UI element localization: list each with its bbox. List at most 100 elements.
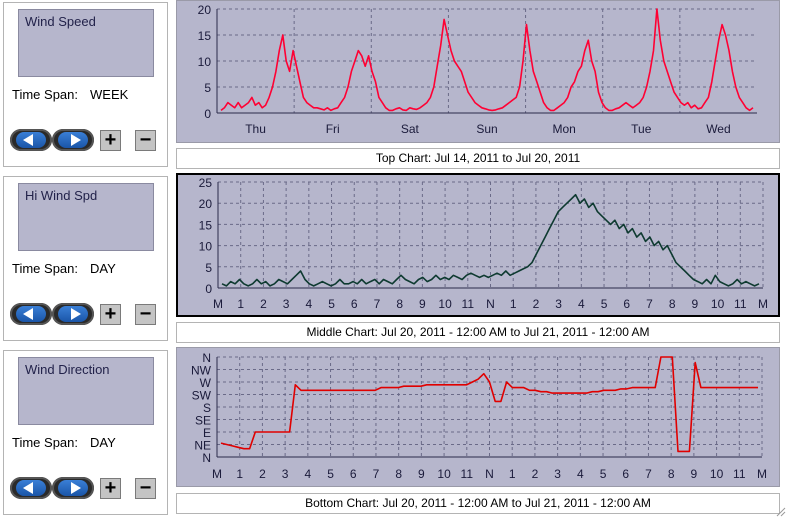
x-tick-label: 9	[419, 297, 426, 311]
series-line	[220, 356, 758, 453]
bottom-series-name[interactable]: Wind Direction	[18, 357, 154, 425]
x-tick-label: 7	[645, 467, 652, 481]
bottom-zoom-out-button[interactable]: −	[135, 478, 156, 499]
y-tick-label: N	[202, 351, 211, 365]
top-zoom-out-button[interactable]: −	[135, 130, 156, 151]
top-forward-button[interactable]	[52, 129, 94, 151]
series-line	[221, 193, 760, 287]
bottom-time-span: Time Span: DAY	[12, 435, 116, 450]
x-tick-label: N	[485, 467, 494, 481]
x-tick-label: 5	[327, 467, 334, 481]
y-tick-label: 20	[199, 197, 213, 211]
bottom-zoom-in-button[interactable]: +	[100, 478, 121, 499]
top-time-span: Time Span: WEEK	[12, 87, 128, 102]
x-tick-label: Sun	[476, 122, 497, 136]
y-tick-label: 5	[205, 261, 212, 275]
middle-back-button[interactable]	[10, 303, 52, 325]
x-tick-label: Tue	[631, 122, 652, 136]
y-tick-label: 25	[199, 176, 213, 190]
x-tick-label: 2	[533, 297, 540, 311]
x-tick-label: 9	[418, 467, 425, 481]
x-tick-label: 2	[260, 297, 267, 311]
middle-chart-caption: Middle Chart: Jul 20, 2011 - 12:00 AM to…	[176, 322, 780, 343]
x-tick-label: 1	[510, 297, 517, 311]
x-tick-label: 5	[600, 467, 607, 481]
series-line	[220, 8, 754, 112]
x-tick-label: 10	[710, 467, 724, 481]
x-tick-label: 6	[350, 467, 357, 481]
x-tick-label: 3	[283, 297, 290, 311]
x-tick-label: 2	[259, 467, 266, 481]
middle-zoom-in-button[interactable]: +	[100, 304, 121, 325]
y-tick-label: 0	[205, 282, 212, 296]
top-chart[interactable]: 0 5 10 15 20 Thu Fri Sat Sun Mon Tue Wed	[176, 0, 780, 143]
x-tick-label: 8	[396, 297, 403, 311]
x-tick-label: Mon	[552, 122, 575, 136]
x-tick-label: 1	[237, 297, 244, 311]
forward-arrow-icon	[71, 482, 81, 494]
x-tick-label: Sat	[401, 122, 420, 136]
time-span-label: Time Span:	[12, 261, 78, 276]
y-tick-label: 10	[199, 240, 213, 254]
x-tick-label: 11	[462, 297, 475, 311]
y-tick-label: SE	[195, 414, 211, 428]
bottom-forward-button[interactable]	[52, 477, 94, 499]
top-control-panel: Wind Speed Time Span: WEEK + −	[3, 2, 168, 167]
x-tick-label: 6	[622, 467, 629, 481]
y-tick-label: 20	[198, 3, 212, 17]
middle-zoom-out-button[interactable]: −	[135, 304, 156, 325]
x-tick-label: 3	[282, 467, 289, 481]
x-tick-label: M	[212, 467, 222, 481]
y-tick-label: 15	[198, 29, 212, 43]
time-span-value: DAY	[90, 435, 116, 450]
y-tick-label: N	[202, 451, 211, 465]
middle-forward-button[interactable]	[52, 303, 94, 325]
x-tick-label: 8	[668, 467, 675, 481]
middle-control-panel: Hi Wind Spd Time Span: DAY + −	[3, 176, 168, 341]
forward-arrow-icon	[71, 308, 81, 320]
x-tick-label: M	[758, 297, 768, 311]
bottom-chart[interactable]: N NE E SE S SW W NW N M 1 2 3 4 5 6 7 8 9 10 11 N 1 2 3 4 5 6 7 8 9 10 1…	[176, 347, 780, 487]
middle-chart[interactable]: 0 5 10 15 20 25 M 1 2 3 4 5 6 7 8 9 10 11 N 1 2 3 4 5 6 7 8 9 10 11 M	[176, 173, 780, 317]
x-tick-label: 10	[438, 297, 452, 311]
x-tick-label: Fri	[326, 122, 340, 136]
y-tick-label: 10	[198, 55, 212, 69]
back-arrow-icon	[23, 482, 33, 494]
x-tick-label: M	[757, 467, 767, 481]
top-back-button[interactable]	[10, 129, 52, 151]
time-span-label: Time Span:	[12, 87, 78, 102]
top-series-name[interactable]: Wind Speed	[18, 9, 154, 77]
x-tick-label: N	[486, 297, 495, 311]
top-chart-plot: 0 5 10 15 20 Thu Fri Sat Sun Mon Tue Wed	[198, 3, 757, 136]
x-tick-label: 1	[236, 467, 243, 481]
x-tick-label: 8	[395, 467, 402, 481]
y-tick-label: 5	[204, 81, 211, 95]
back-arrow-icon	[23, 308, 33, 320]
x-tick-label: 11	[734, 297, 747, 311]
x-tick-label: 11	[461, 467, 474, 481]
middle-series-name[interactable]: Hi Wind Spd	[18, 183, 154, 251]
x-tick-label: Wed	[706, 122, 730, 136]
y-tick-label: NW	[191, 364, 212, 378]
x-tick-label: 9	[691, 467, 698, 481]
resize-grip-icon[interactable]	[776, 507, 786, 517]
y-tick-label: 0	[204, 107, 211, 121]
forward-arrow-icon	[71, 134, 81, 146]
y-tick-label: NE	[194, 439, 211, 453]
x-tick-label: 4	[578, 297, 585, 311]
x-tick-label: 3	[555, 297, 562, 311]
x-tick-label: 4	[304, 467, 311, 481]
y-tick-label: S	[203, 401, 211, 415]
y-tick-label: 15	[199, 218, 213, 232]
x-tick-label: 10	[437, 467, 451, 481]
x-tick-label: 7	[374, 297, 381, 311]
x-tick-label: 7	[646, 297, 653, 311]
bottom-back-button[interactable]	[10, 477, 52, 499]
top-zoom-in-button[interactable]: +	[100, 130, 121, 151]
x-tick-label: 4	[577, 467, 584, 481]
x-tick-label: 11	[733, 467, 746, 481]
y-tick-label: E	[203, 426, 211, 440]
time-span-value: WEEK	[90, 87, 129, 102]
x-tick-label: 9	[692, 297, 699, 311]
time-span-value: DAY	[90, 261, 116, 276]
